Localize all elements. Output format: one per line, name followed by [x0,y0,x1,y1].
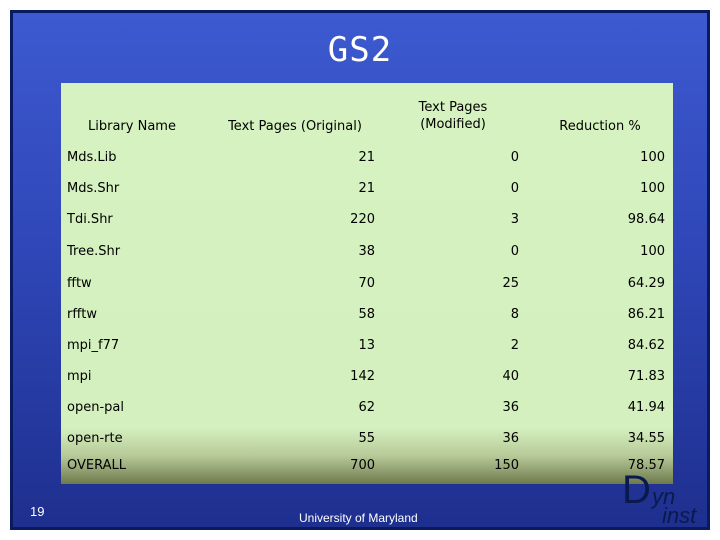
cell-library: mpi_f77 [67,338,120,353]
cell-library: Tdi.Shr [67,212,113,227]
cell-library: open-rte [67,431,123,446]
cell-reduction: 64.29 [627,276,665,291]
slide-number: 19 [30,504,45,519]
cell-reduction: 100 [640,150,665,165]
cell-modified: 40 [502,369,519,384]
cell-original: 13 [358,338,375,353]
cell-reduction: 41.94 [627,400,665,415]
cell-original: 70 [358,276,375,291]
cell-reduction: 100 [640,244,665,259]
logo-letter: D [622,468,651,512]
header-text-pages-modified: Text Pages (Modified) [418,100,488,132]
cell-library: fftw [67,276,92,291]
cell-modified: 2 [510,338,519,353]
cell-reduction: 34.55 [627,431,665,446]
cell-original: 21 [358,150,375,165]
data-table [61,83,673,484]
cell-library: rfftw [67,307,98,322]
cell-original: 55 [358,431,375,446]
cell-modified: 0 [510,181,519,196]
cell-modified: 3 [510,212,519,227]
cell-modified: 36 [502,431,519,446]
cell-modified: 0 [510,244,519,259]
cell-modified: 36 [502,400,519,415]
cell-library: Mds.Shr [67,181,120,196]
cell-reduction: 78.57 [627,458,665,473]
cell-modified: 150 [494,458,519,473]
cell-modified: 8 [510,307,519,322]
cell-original: 220 [350,212,375,227]
cell-modified: 25 [502,276,519,291]
cell-modified: 0 [510,150,519,165]
cell-reduction: 86.21 [627,307,665,322]
cell-original: 58 [358,307,375,322]
cell-library: OVERALL [67,458,126,473]
logo-text-part2: inst [662,503,697,528]
cell-library: mpi [67,369,92,384]
cell-reduction: 100 [640,181,665,196]
cell-library: open-pal [67,400,124,415]
cell-original: 142 [350,369,375,384]
slide-title: GS2 [327,30,393,70]
cell-original: 62 [358,400,375,415]
cell-library: Mds.Lib [67,150,117,165]
header-reduction-pct: Reduction % [559,119,641,134]
cell-library: Tree.Shr [67,244,121,259]
cell-original: 21 [358,181,375,196]
footer-text: University of Maryland [299,511,418,525]
cell-reduction: 98.64 [627,212,665,227]
cell-reduction: 71.83 [627,369,665,384]
header-text-pages-original: Text Pages (Original) [228,119,362,134]
cell-original: 700 [350,458,375,473]
cell-original: 38 [358,244,375,259]
header-library-name: Library Name [88,119,176,134]
cell-reduction: 84.62 [627,338,665,353]
logo-text-part1: yn [652,484,676,509]
